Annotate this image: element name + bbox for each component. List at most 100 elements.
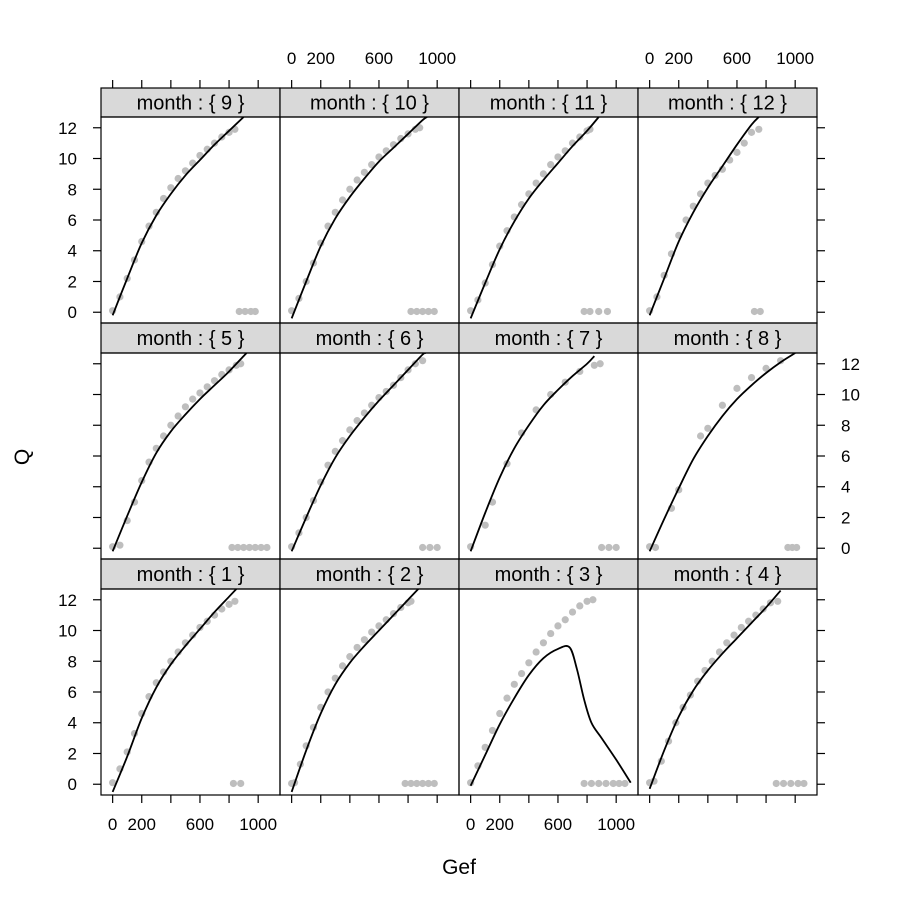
data-point bbox=[419, 307, 427, 316]
data-point bbox=[225, 600, 233, 608]
data-point bbox=[595, 779, 603, 788]
data-point bbox=[234, 543, 242, 552]
y-tick-label: 6 bbox=[68, 211, 77, 230]
strip-label: month : { 12 } bbox=[668, 93, 787, 115]
data-point bbox=[730, 631, 738, 639]
strip-background bbox=[458, 87, 639, 118]
x-tick-label: 1000 bbox=[418, 49, 456, 68]
data-point bbox=[413, 307, 421, 316]
strip-label: month : { 1 } bbox=[137, 564, 245, 586]
data-point bbox=[718, 401, 727, 409]
data-point bbox=[590, 361, 598, 369]
plot-area bbox=[288, 117, 438, 319]
data-point bbox=[407, 779, 415, 788]
plot-area bbox=[109, 589, 245, 793]
data-point bbox=[532, 648, 540, 656]
data-point bbox=[237, 779, 245, 788]
x-tick-label: 600 bbox=[186, 815, 214, 834]
data-point bbox=[539, 170, 548, 178]
data-point bbox=[116, 541, 124, 549]
y-tick-label: 0 bbox=[68, 303, 77, 322]
data-point bbox=[419, 543, 427, 552]
data-point bbox=[382, 387, 390, 396]
y-tick-label: 12 bbox=[841, 355, 860, 374]
strip-background bbox=[637, 322, 818, 354]
data-point bbox=[755, 125, 763, 133]
data-point bbox=[481, 521, 489, 529]
data-point bbox=[580, 779, 588, 788]
strip-background bbox=[637, 558, 818, 590]
data-point bbox=[651, 543, 660, 552]
data-point bbox=[424, 307, 433, 316]
data-point bbox=[389, 609, 398, 618]
data-point bbox=[228, 543, 236, 552]
panel-border bbox=[458, 116, 639, 324]
data-point bbox=[109, 779, 117, 787]
data-point bbox=[547, 161, 555, 169]
data-point bbox=[245, 543, 254, 552]
data-point bbox=[517, 669, 526, 678]
strip-label: month : { 11 } bbox=[490, 93, 608, 115]
data-point bbox=[612, 543, 620, 552]
y-tick-label: 0 bbox=[841, 539, 850, 558]
panel-border bbox=[279, 352, 460, 560]
data-point bbox=[598, 543, 606, 552]
panels-layer: month : { 1 } month : { 2 } month : { 3 } m… bbox=[100, 87, 818, 796]
data-point bbox=[750, 307, 759, 316]
x-tick-label: 600 bbox=[723, 49, 751, 68]
plot-area bbox=[288, 589, 438, 793]
data-point bbox=[225, 128, 233, 136]
x-tick-label: 200 bbox=[128, 815, 156, 834]
plot-area bbox=[646, 353, 801, 552]
data-point bbox=[756, 307, 764, 316]
data-point bbox=[615, 779, 623, 788]
x-tick-label: 600 bbox=[365, 49, 393, 68]
panel-border bbox=[637, 116, 818, 324]
data-point bbox=[772, 779, 780, 788]
data-point bbox=[747, 128, 756, 136]
data-point bbox=[353, 176, 361, 184]
data-point bbox=[210, 139, 219, 147]
data-point bbox=[346, 185, 354, 193]
panel-border bbox=[100, 116, 281, 324]
panel-month-4: month : { 4 } bbox=[637, 558, 818, 796]
data-point bbox=[229, 779, 238, 788]
data-point bbox=[231, 597, 239, 605]
data-point bbox=[583, 597, 591, 605]
panel-month-10: month : { 10 } bbox=[279, 87, 460, 324]
panel-month-11: month : { 11 } bbox=[458, 87, 639, 324]
data-point bbox=[602, 779, 610, 788]
x-tick-label: 1000 bbox=[776, 49, 814, 68]
strip-background bbox=[458, 558, 639, 590]
data-point bbox=[196, 389, 204, 397]
data-point bbox=[587, 779, 596, 788]
data-point bbox=[779, 779, 788, 788]
plot-area bbox=[646, 117, 764, 316]
data-point bbox=[733, 384, 741, 392]
x-tick-label: 0 bbox=[287, 49, 296, 68]
data-point bbox=[360, 168, 369, 176]
data-point bbox=[338, 196, 347, 204]
x-tick-label: 0 bbox=[645, 49, 654, 68]
fit-line bbox=[648, 117, 760, 316]
strip-label: month : { 3 } bbox=[495, 564, 603, 586]
strip-background bbox=[100, 87, 281, 118]
plot-area bbox=[467, 355, 620, 552]
y-tick-label: 12 bbox=[58, 591, 77, 610]
fit-line bbox=[111, 353, 248, 552]
y-tick-label: 10 bbox=[58, 622, 77, 641]
data-point bbox=[407, 307, 415, 316]
strip-label: month : { 5 } bbox=[137, 328, 245, 350]
y-tick-label: 8 bbox=[68, 652, 77, 671]
y-tick-label: 10 bbox=[841, 386, 860, 405]
y-tick-label: 12 bbox=[58, 119, 77, 138]
data-point bbox=[488, 726, 497, 735]
y-tick-label: 6 bbox=[68, 683, 77, 702]
data-point bbox=[257, 543, 265, 552]
panel-border bbox=[279, 116, 460, 324]
panel-border bbox=[637, 352, 818, 560]
data-point bbox=[338, 662, 347, 670]
fit-line bbox=[469, 117, 600, 319]
y-tick-label: 2 bbox=[841, 508, 850, 527]
